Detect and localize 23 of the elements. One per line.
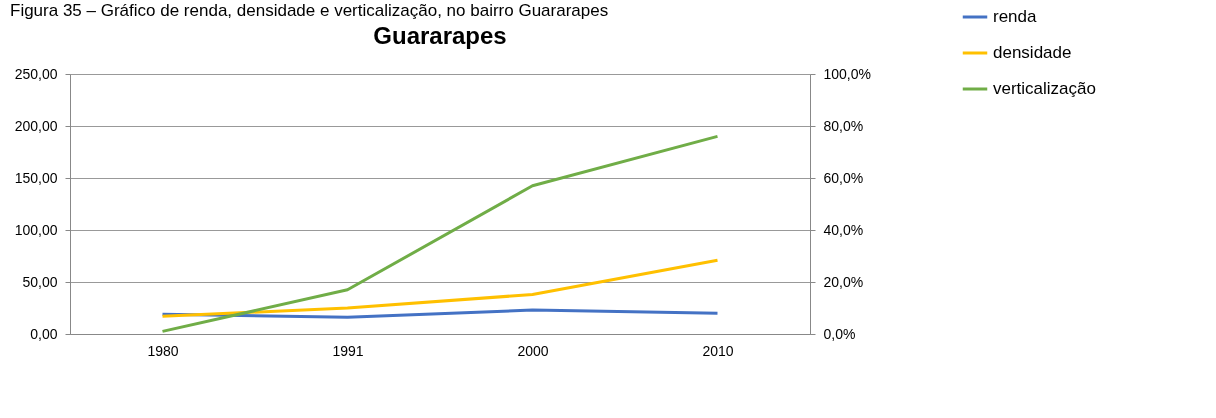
legend-label: densidade <box>993 43 1072 62</box>
x-tick-label: 1991 <box>332 342 364 359</box>
y2-tick-label: 60,0% <box>823 169 864 186</box>
legend-label: renda <box>993 7 1038 26</box>
x-tick-label: 1980 <box>147 342 179 359</box>
text: Figura 35 – Gráfico de renda, densidade e verticalização, no bairro Guararapes <box>10 1 609 20</box>
y2-tick-label: 0,0% <box>823 325 856 342</box>
y-tick-label: 150,00 <box>14 169 58 186</box>
line-series <box>161 258 719 318</box>
y-tick-label: 50,00 <box>22 273 58 290</box>
x-tick-label: 2000 <box>517 342 549 359</box>
legend-label: verticalização <box>993 79 1096 98</box>
y2-tick-label: 40,0% <box>823 221 864 238</box>
x-tick-label: 2010 <box>702 342 734 359</box>
y-tick-label: 0,00 <box>30 325 58 342</box>
y-tick-label: 250,00 <box>14 65 58 82</box>
y-tick-label: 100,00 <box>14 221 58 238</box>
y2-tick-label: 20,0% <box>823 273 864 290</box>
y2-tick-label: 80,0% <box>823 117 864 134</box>
line-series <box>161 134 719 333</box>
chart-title: Guararapes <box>373 22 507 49</box>
y2-tick-label: 100,0% <box>823 65 871 82</box>
y-tick-label: 200,00 <box>14 117 58 134</box>
